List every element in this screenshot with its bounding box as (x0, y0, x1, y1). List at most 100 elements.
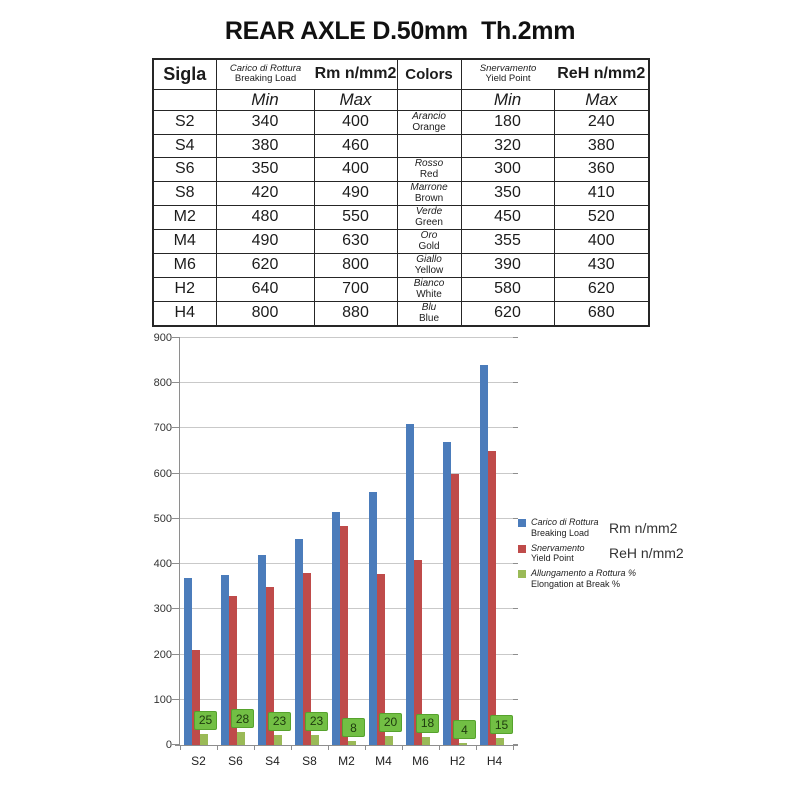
y-axis-label: 600 (153, 467, 172, 480)
y-axis-right-tick (513, 653, 518, 655)
cell-break-max: 490 (313, 180, 398, 206)
y-axis-right-tick (513, 698, 518, 700)
cell-color: Oro Gold (396, 228, 462, 254)
cell-color-it: Verde (415, 205, 443, 217)
y-axis-label: 0 (165, 739, 172, 751)
cell-sigla: S2 (152, 109, 217, 135)
header-rm-unit: Rm n/mm2 (314, 65, 397, 83)
y-axis-right-tick (513, 472, 518, 474)
y-axis-right-tick (513, 382, 518, 384)
cell-color-it: Marrone (410, 181, 448, 193)
bar-h4-series1 (480, 365, 488, 745)
header-breaking-rm: Carico di Rottura Breaking Load Rm n/mm2 (215, 58, 398, 90)
plot-area: 0 100 200 300 400 500 600 700 800 900 25 S2 28 S6 23 S4… (154, 332, 518, 768)
bar-s2-series1 (184, 577, 192, 745)
x-axis-tick (439, 745, 440, 750)
x-axis-label: M6 (412, 754, 429, 768)
cell-break-min: 480 (215, 204, 315, 230)
cell-sigla: M4 (152, 228, 217, 254)
bar-s2-series2 (192, 650, 200, 745)
cell-break-max: 800 (313, 252, 398, 278)
cell-color-it: Rosso (414, 157, 444, 169)
header-breaking-rm-inner: Carico di Rottura Breaking Load Rm n/mm2 (217, 63, 397, 85)
gridline (180, 427, 513, 429)
cell-sigla: S6 (152, 156, 217, 182)
cell-color: Rosso Red (396, 156, 462, 182)
cell-yield-min: 180 (460, 109, 555, 135)
bar-h2-series2 (451, 473, 459, 745)
header-colors: Colors (396, 58, 462, 90)
legend-unit: ReH n/mm2 (609, 545, 684, 562)
cell-color: Bianco White (396, 276, 462, 302)
y-axis-right-tick (513, 517, 518, 519)
bar-m2-series2 (340, 525, 348, 745)
header-reh-unit: ReH n/mm2 (557, 65, 646, 83)
bar-m6-series2 (414, 559, 422, 745)
cell-color: Marrone Brown (396, 180, 462, 206)
cell-color: Verde Green (396, 204, 462, 230)
legend-swatch (518, 519, 526, 527)
legend-label-it: Carico di Rottura (531, 517, 599, 527)
bar-data-label: 15 (490, 715, 513, 735)
cell-color-en: Yellow (414, 265, 444, 276)
y-axis-right-tick (513, 744, 518, 745)
table-header-row-1: Sigla Carico di Rottura Breaking Load Rm… (152, 58, 650, 90)
table-row: H2 640 700 Bianco White 580 620 (152, 276, 650, 302)
y-axis-right-tick (513, 563, 518, 565)
y-axis-tick (172, 608, 180, 610)
spec-table-body: S2 340 400 Arancio Orange 180 240 S4 380 460 320 38… (152, 109, 650, 326)
cell-break-max: 400 (313, 109, 398, 135)
bar-m6-series1 (406, 423, 414, 745)
header-yield-reh: Snervamento Yield Point ReH n/mm2 (460, 58, 650, 90)
x-axis-label: H4 (486, 754, 503, 768)
legend-label: Snervamento Yield Point (531, 543, 605, 565)
bar-s6-series3 (237, 732, 245, 745)
y-axis-label: 800 (153, 377, 172, 390)
table-row: S4 380 460 320 380 (152, 133, 650, 158)
legend-label-en: Yield Point (531, 553, 574, 564)
header-yield-it: Snervamento (479, 62, 537, 74)
x-axis-tick (180, 745, 181, 750)
cell-break-min: 490 (215, 228, 315, 254)
header-yield-label: Snervamento Yield Point (462, 62, 555, 85)
y-axis-tick (172, 427, 180, 429)
header-break-max: Max (313, 88, 398, 111)
cell-sigla: H4 (152, 300, 217, 326)
legend-item: Carico di Rottura Breaking Load Rm n/mm2 (518, 517, 684, 539)
x-axis-label: S4 (265, 754, 280, 768)
cell-color-it: Giallo (416, 253, 442, 265)
cell-yield-min: 580 (460, 276, 555, 302)
header-breaking-label: Carico di Rottura Breaking Load (217, 63, 314, 85)
cell-color-en: Orange (412, 122, 446, 133)
header-empty-colors (396, 88, 462, 111)
x-axis-line (175, 745, 518, 746)
x-axis-label: M4 (375, 754, 392, 768)
bar-m6-series3 (422, 736, 430, 745)
y-axis-right-tick (513, 427, 518, 429)
legend-label: Allungamento a Rottura % Elongation at Br… (531, 568, 636, 590)
x-axis-tick (254, 745, 255, 750)
cell-sigla: S4 (152, 133, 217, 158)
cell-break-max: 880 (313, 300, 398, 326)
x-axis-label: S6 (228, 754, 243, 768)
cell-break-max: 400 (313, 156, 398, 182)
table-row: S6 350 400 Rosso Red 300 360 (152, 156, 650, 182)
legend-unit: Rm n/mm2 (609, 519, 678, 536)
bar-data-label: 20 (379, 712, 402, 732)
y-axis-label: 700 (153, 422, 172, 435)
cell-yield-max: 360 (553, 156, 650, 182)
bar-m4-series1 (369, 491, 377, 745)
bar-s6-series2 (229, 595, 237, 745)
legend-label-en: Breaking Load (531, 527, 590, 538)
page-title: REAR AXLE D.50mm Th.2mm (224, 17, 576, 45)
cell-yield-max: 620 (553, 276, 650, 302)
cell-color-en: Gold (418, 241, 440, 252)
gridline (180, 517, 513, 519)
cell-break-min: 620 (215, 252, 315, 278)
x-axis-label: S8 (302, 754, 317, 768)
header-yield-reh-inner: Snervamento Yield Point ReH n/mm2 (462, 62, 648, 85)
bar-s4-series2 (266, 586, 274, 745)
cell-color-it: Arancio (412, 110, 446, 122)
header-sigla: Sigla (152, 58, 217, 90)
bar-m4-series2 (377, 574, 385, 745)
